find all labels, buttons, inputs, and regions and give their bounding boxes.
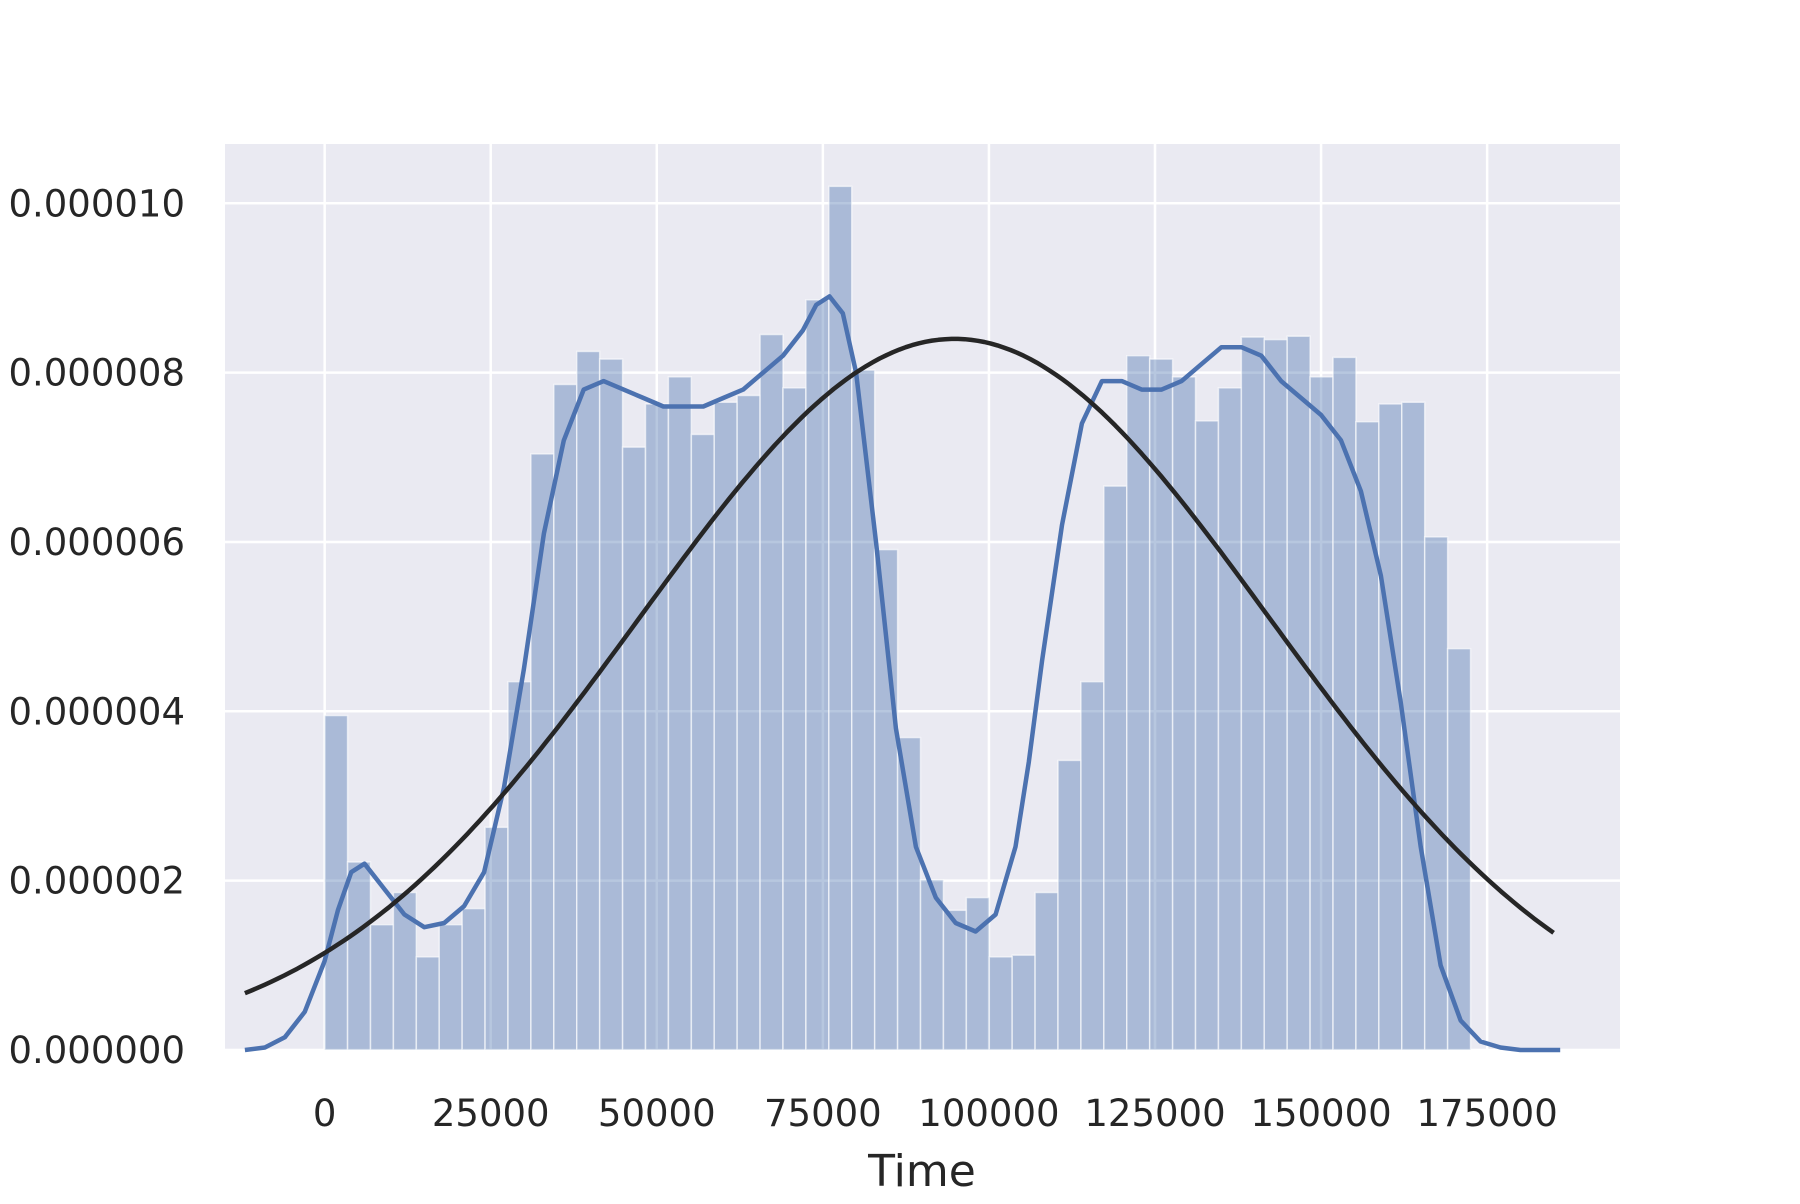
histogram-bar: [1103, 485, 1128, 1051]
y-tick-label: 0.000006: [8, 521, 185, 564]
x-tick-label: 150000: [1250, 1092, 1391, 1135]
x-axis-label: Time: [867, 1146, 976, 1197]
histogram-bar: [690, 433, 715, 1051]
histogram-bar: [644, 403, 670, 1051]
x-tick-label: 50000: [598, 1092, 716, 1135]
x-tick-label: 25000: [432, 1092, 550, 1135]
histogram-bar: [1378, 403, 1403, 1051]
histogram-bar: [598, 358, 624, 1051]
plot-background: [225, 144, 1620, 1050]
histogram-bar: [988, 956, 1013, 1051]
histogram-bar: [438, 923, 463, 1051]
histogram-bar: [461, 907, 486, 1051]
kde-curve: [244, 294, 1561, 1053]
histogram-bar: [1332, 356, 1357, 1051]
histogram-bar: [896, 736, 922, 1051]
histogram-bar: [1240, 336, 1266, 1051]
histogram-bar: [851, 369, 876, 1051]
y-tick-labels: 0.000000 0.000002 0.000004 0.000006 0.000008…: [8, 182, 185, 1072]
histogram-bar: [346, 861, 372, 1051]
histogram-bar: [323, 714, 349, 1051]
histogram-bar: [1148, 358, 1174, 1051]
histogram-bar: [369, 923, 395, 1051]
histogram-bar: [1194, 420, 1220, 1051]
y-tick-label: 0.000008: [8, 352, 185, 395]
y-tick-label: 0.000010: [8, 182, 185, 225]
histogram-bar: [667, 376, 693, 1051]
x-tick-label: 100000: [918, 1092, 1059, 1135]
histogram-bar: [1011, 954, 1036, 1051]
histogram-bar: [782, 387, 807, 1051]
histogram-bar: [1034, 891, 1059, 1051]
histogram-bar: [1171, 376, 1197, 1051]
x-tick-labels: 0 25000 50000 75000 100000 125000 150000 175000: [313, 1092, 1558, 1135]
histogram-bars: [323, 185, 1472, 1051]
histogram-bar: [1286, 335, 1311, 1051]
x-tick-label: 75000: [764, 1092, 882, 1135]
histogram-bar: [415, 956, 440, 1051]
histogram-bar: [1217, 387, 1243, 1051]
y-tick-label: 0.000002: [8, 860, 185, 903]
histogram-bar: [1309, 376, 1334, 1051]
histogram-bar: [942, 909, 968, 1051]
histogram-bar: [1080, 680, 1105, 1051]
histogram-bar: [736, 394, 761, 1051]
histogram-bar: [828, 185, 853, 1051]
histogram-bar: [1057, 759, 1082, 1051]
histogram-bar: [621, 446, 647, 1051]
curves: [244, 294, 1561, 1053]
x-tick-label: 0: [313, 1092, 337, 1135]
x-tick-label: 175000: [1417, 1092, 1558, 1135]
x-tick-label: 125000: [1084, 1092, 1225, 1135]
histogram-bar: [1263, 338, 1288, 1051]
histogram-bar: [713, 401, 738, 1051]
normal-fit-curve: [244, 336, 1555, 996]
y-tick-label: 0.000004: [8, 690, 185, 733]
y-tick-label: 0.000000: [8, 1029, 185, 1072]
